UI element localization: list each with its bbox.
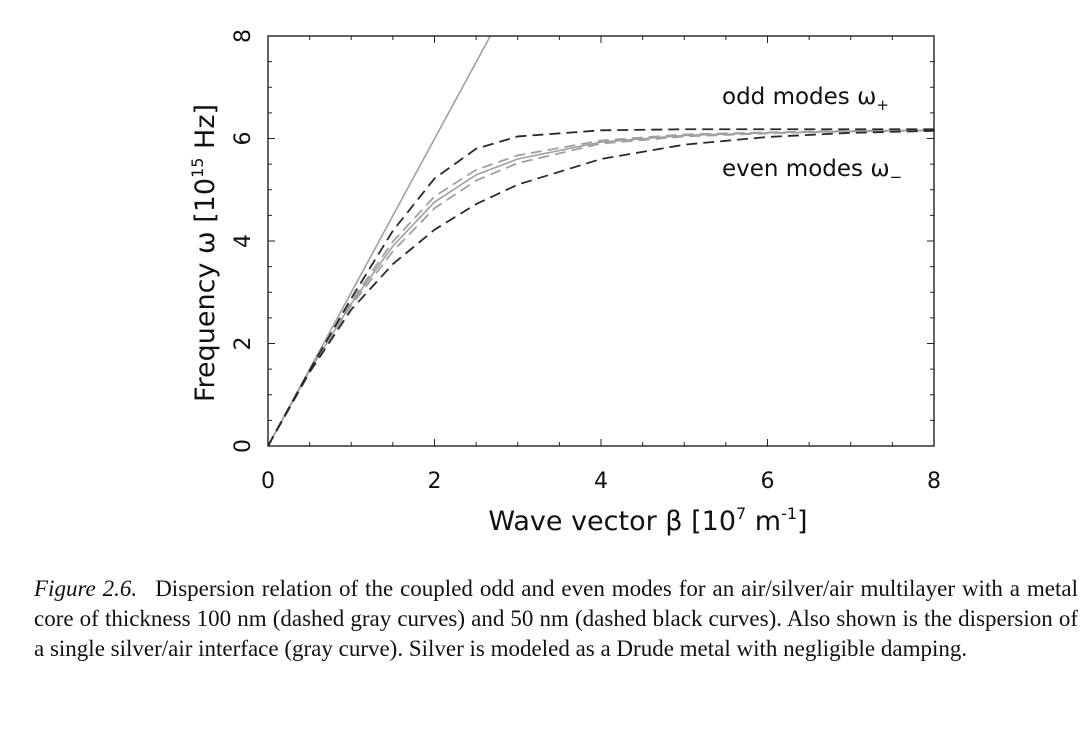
series-line-5 — [268, 128, 934, 446]
series-line-3 — [268, 129, 934, 446]
plot-area — [268, 36, 934, 446]
caption-figure-label: Figure 2.6. — [34, 576, 138, 601]
y-tick-label: 6 — [231, 132, 256, 146]
odd-modes-label: odd modes ω+ — [722, 84, 889, 114]
dispersion-chart: 0 2 4 6 8 0 2 4 6 8 odd modes ω+ even modes ω− Wa… — [188, 29, 941, 537]
y-tick-label: 2 — [231, 337, 256, 351]
y-tick-label: 0 — [231, 439, 256, 453]
x-axis-label: Wave vector β [107 m-1] — [488, 504, 807, 537]
tick-labels: 0 2 4 6 8 0 2 4 6 8 — [231, 29, 941, 494]
even-modes-label: even modes ω− — [722, 156, 902, 186]
y-axis-label: Frequency ω [1015 Hz] — [188, 104, 221, 402]
y-tick-label: 8 — [231, 29, 256, 43]
figure-caption: Figure 2.6. Dispersion relation of the co… — [34, 574, 1078, 664]
caption-text: Dispersion relation of the coupled odd a… — [34, 576, 1079, 661]
x-tick-label: 6 — [761, 469, 775, 494]
series-line-6 — [268, 129, 934, 446]
x-tick-label: 2 — [428, 469, 442, 494]
x-tick-label: 0 — [261, 469, 275, 494]
y-tick-label: 4 — [231, 234, 256, 248]
x-tick-label: 8 — [927, 469, 941, 494]
tick-marks — [267, 35, 935, 447]
x-tick-label: 4 — [594, 469, 608, 494]
series-line-4 — [268, 129, 934, 446]
